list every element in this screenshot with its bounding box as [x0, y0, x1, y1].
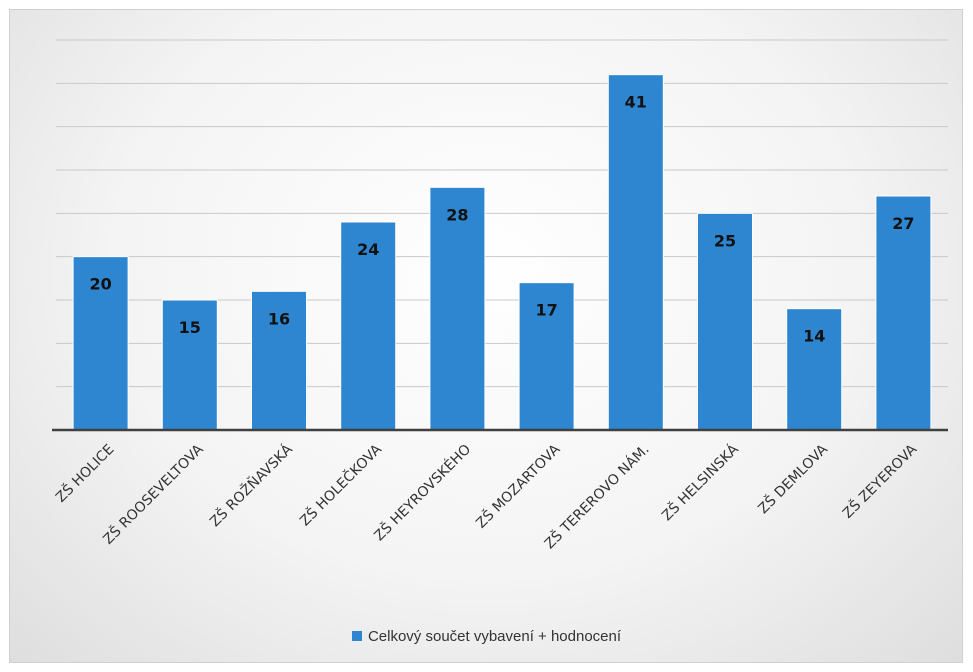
data-label: 27 — [892, 214, 914, 233]
data-label: 17 — [535, 301, 557, 320]
category-label: ZŠ HELSINSKÁ — [658, 440, 742, 524]
category-label: ZŠ ROŽŇAVSKÁ — [206, 440, 296, 530]
data-labels: 20 15 16 24 28 17 41 25 14 27 — [89, 93, 914, 346]
data-label: 16 — [268, 309, 290, 328]
category-label: ZŠ ZEYEROVA — [839, 440, 921, 522]
category-label: ZŠ HOLEČKOVA — [296, 440, 386, 530]
category-label: ZŠ HOLICE — [52, 440, 118, 506]
data-label: 15 — [179, 318, 201, 337]
data-label: 14 — [803, 327, 825, 346]
bar — [518, 282, 575, 431]
legend-label: Celkový součet vybavení + hodnocení — [367, 628, 622, 645]
bar — [607, 74, 664, 431]
bar — [429, 186, 486, 431]
category-label: ZŠ DEMLOVA — [754, 440, 831, 517]
bars — [72, 74, 932, 431]
category-label: ZŠ ROOSEVELTOVA — [99, 440, 207, 548]
data-label: 24 — [357, 240, 379, 259]
data-label: 25 — [714, 231, 736, 250]
legend-swatch — [351, 631, 362, 641]
bar — [786, 308, 843, 431]
bar — [697, 212, 753, 431]
data-label: 28 — [446, 205, 468, 224]
data-label: 20 — [89, 275, 111, 294]
data-label: 41 — [625, 93, 647, 112]
category-label: ZŠ MOZARTOVA — [472, 440, 564, 532]
bar — [875, 195, 932, 431]
category-label: ZŠ HEYROVSKÉHO — [370, 440, 474, 544]
legend: Celkový součet vybavení + hodnocení — [0, 628, 973, 645]
